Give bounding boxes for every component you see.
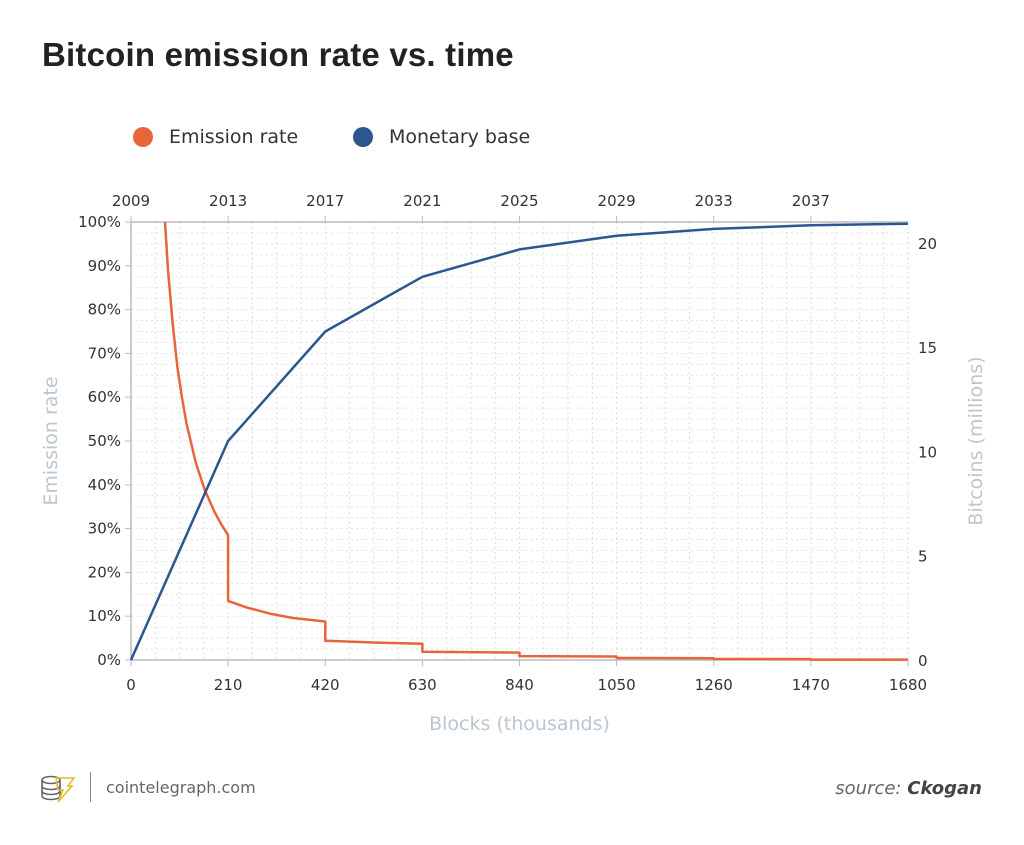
y-right-axis-label: Bitcoins (millions) <box>965 356 987 525</box>
y-left-tick-label: 20% <box>88 563 121 581</box>
top-tick-label: 2029 <box>598 192 636 210</box>
series-line-monetary-base <box>129 222 909 661</box>
x-tick-label: 210 <box>214 676 243 694</box>
x-tick-label: 630 <box>408 676 437 694</box>
x-tick-label: 1470 <box>792 676 830 694</box>
legend-marker-monetary-base <box>353 127 373 147</box>
top-tick-label: 2037 <box>792 192 830 210</box>
y-left-tick-label: 80% <box>88 301 121 319</box>
legend-label: Monetary base <box>389 126 531 148</box>
legend-label: Emission rate <box>169 126 299 148</box>
y-left-tick-label: 10% <box>88 607 121 625</box>
y-left-tick-label: 100% <box>78 213 121 231</box>
y-right-tick-label: 10 <box>918 443 937 461</box>
y-left-tick-label: 90% <box>88 257 121 275</box>
x-tick-label: 1050 <box>598 676 636 694</box>
x-tick-label: 420 <box>311 676 340 694</box>
legend-item-emission-rate: Emission rate <box>133 126 298 148</box>
x-tick-label: 840 <box>505 676 534 694</box>
y-right-tick-label: 15 <box>918 339 937 357</box>
y-left-tick-label: 50% <box>88 432 121 450</box>
y-right-tick-label: 20 <box>918 235 937 253</box>
x-tick-label: 1680 <box>889 676 927 694</box>
top-tick-label: 2025 <box>500 192 538 210</box>
y-left-tick-label: 30% <box>88 520 121 538</box>
footer-divider <box>90 772 91 802</box>
y-left-tick-label: 40% <box>88 476 121 494</box>
y-left-tick-label: 0% <box>97 651 121 669</box>
y-right-tick-label: 0 <box>918 652 928 670</box>
legend-item-monetary-base: Monetary base <box>353 126 530 148</box>
y-right-tick-label: 5 <box>918 548 928 566</box>
legend-marker-emission-rate <box>133 127 153 147</box>
x-axis-label: Blocks (thousands) <box>429 713 610 735</box>
cointelegraph-logo-icon <box>41 775 76 803</box>
top-tick-label: 2021 <box>403 192 441 210</box>
y-left-tick-label: 60% <box>88 388 121 406</box>
chart-title: Bitcoin emission rate vs. time <box>42 36 514 73</box>
x-tick-label: 1260 <box>695 676 733 694</box>
y-left-axis-label: Emission rate <box>40 376 62 505</box>
top-tick-label: 2013 <box>209 192 247 210</box>
x-tick-label: 0 <box>126 676 136 694</box>
top-tick-label: 2017 <box>306 192 344 210</box>
series-line-emission-rate <box>163 221 908 661</box>
top-tick-label: 2009 <box>112 192 150 210</box>
source-name: Ckogan <box>907 778 982 799</box>
source-credit: source: Ckogan <box>835 778 982 799</box>
site-name: cointelegraph.com <box>106 778 256 797</box>
source-label: source: <box>835 778 902 799</box>
y-left-tick-label: 70% <box>88 344 121 362</box>
top-tick-label: 2033 <box>695 192 733 210</box>
